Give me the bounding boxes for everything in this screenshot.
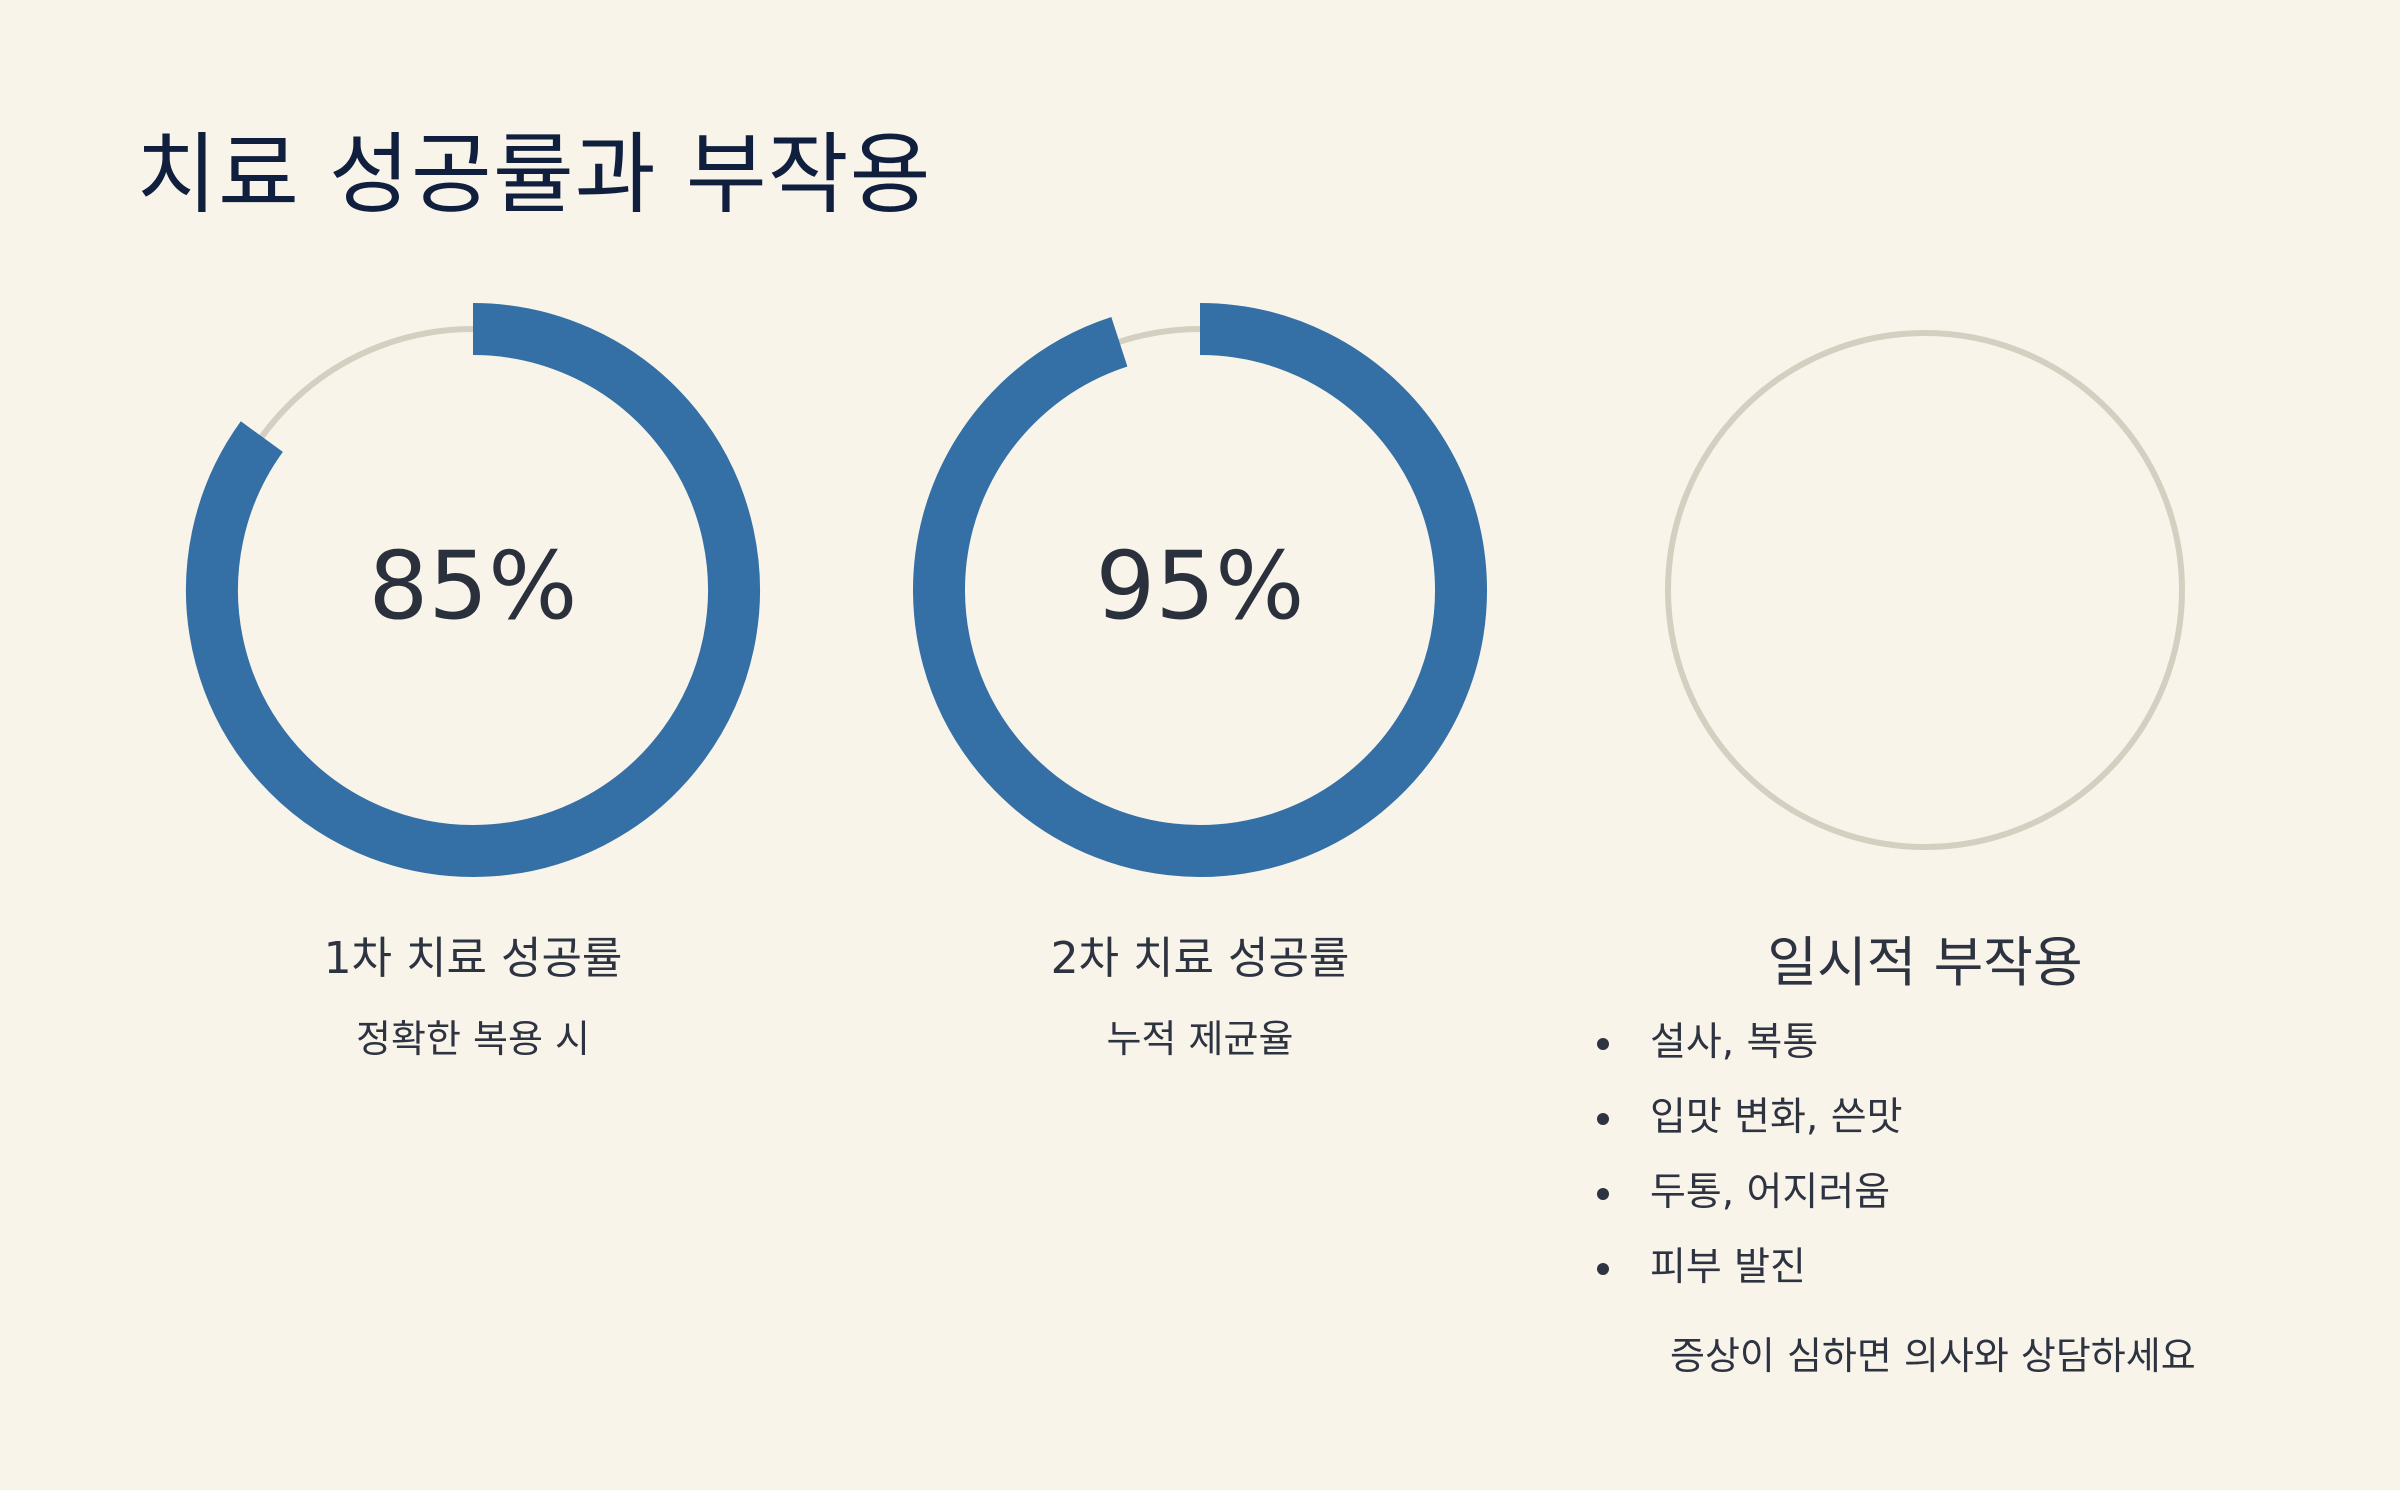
side-effects-note: 증상이 심하면 의사와 상담하세요 [1670, 1334, 2196, 1378]
list-item-text: 두통, 어지러움 [1650, 1170, 1891, 1215]
side-effects-title: 일시적 부작용 [1767, 931, 2083, 994]
donut-chart-first-treatment: 85% [183, 300, 763, 880]
list-item-text: 설사, 복통 [1650, 1020, 1819, 1065]
bullet-icon [1597, 1188, 1609, 1200]
stat-title: 1차 치료 성공률 [323, 933, 623, 984]
donut-svg-second [913, 303, 1487, 877]
donut-progress-arc [186, 303, 760, 877]
list-item: 두통, 어지러움 [1590, 1168, 1902, 1243]
stat-title: 2차 치료 성공률 [1050, 933, 1350, 984]
bullet-icon [1597, 1038, 1609, 1050]
side-effects-list: 설사, 복통 입맛 변화, 쓴맛 두통, 어지러움 피부 발진 [1590, 1018, 1902, 1318]
list-item-text: 피부 발진 [1650, 1245, 1806, 1290]
side-effects-circle-outline [1665, 330, 2185, 850]
side-effects-circle [1665, 330, 2185, 850]
list-item: 피부 발진 [1590, 1243, 1902, 1318]
donut-progress-arc [913, 303, 1487, 877]
page-title: 치료 성공률과 부작용 [136, 123, 932, 226]
stat-subtitle: 누적 제균율 [1106, 1017, 1294, 1061]
stat-caption-second: 2차 치료 성공률 누적 제균율 [960, 922, 1440, 1063]
list-item: 설사, 복통 [1590, 1018, 1902, 1093]
list-item-text: 입맛 변화, 쓴맛 [1650, 1095, 1903, 1140]
donut-chart-second-treatment: 95% [910, 300, 1490, 880]
bullet-icon [1597, 1263, 1609, 1275]
stat-subtitle: 정확한 복용 시 [356, 1017, 590, 1061]
stat-caption-first: 1차 치료 성공률 정확한 복용 시 [233, 922, 713, 1063]
list-item: 입맛 변화, 쓴맛 [1590, 1093, 1902, 1168]
bullet-icon [1597, 1113, 1609, 1125]
donut-svg-first [186, 303, 760, 877]
